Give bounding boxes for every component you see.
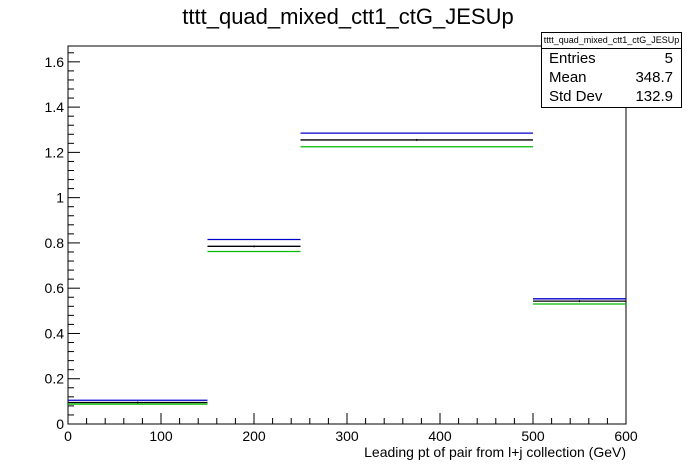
x-axis: 0 100 200 300 400 500 600 [64,413,638,444]
y-tick-label: 0.2 [45,371,65,387]
entries-value: 5 [664,50,673,67]
mean-value: 348.7 [635,69,673,86]
stddev-label: Std Dev [549,88,603,105]
x-tick-label: 400 [428,428,452,444]
y-tick-label: 1.6 [45,54,65,70]
stats-mean-row: Mean 348.7 [542,68,681,87]
y-tick-label: 1.4 [45,99,65,115]
y-tick-label: 0.6 [45,280,65,296]
x-tick-label: 100 [149,428,173,444]
x-tick-label: 600 [614,428,638,444]
stats-stddev-row: Std Dev 132.9 [542,87,681,106]
entries-label: Entries [549,50,596,67]
y-tick-label: 0 [56,416,64,432]
chart-title: tttt_quad_mixed_ctt1_ctG_JESUp [182,4,513,29]
stats-title: tttt_quad_mixed_ctt1_ctG_JESUp [542,33,681,49]
y-axis: 0 0.2 0.4 0.6 0.8 1 1.2 1.4 1.6 [45,52,80,432]
x-tick-label: 500 [521,428,545,444]
y-tick-label: 1.2 [45,144,65,160]
x-tick-label: 0 [64,428,72,444]
mean-label: Mean [549,69,587,86]
x-tick-label: 300 [335,428,359,444]
y-tick-label: 0.8 [45,235,65,251]
x-axis-label: Leading pt of pair from l+j collection (… [364,444,626,460]
x-tick-label: 200 [242,428,266,444]
y-tick-label: 0.4 [45,325,65,341]
histogram-series [68,132,626,405]
y-tick-label: 1 [56,190,64,206]
stats-entries-row: Entries 5 [542,49,681,68]
stats-box: tttt_quad_mixed_ctt1_ctG_JESUp Entries 5… [541,32,682,108]
stddev-value: 132.9 [635,88,673,105]
